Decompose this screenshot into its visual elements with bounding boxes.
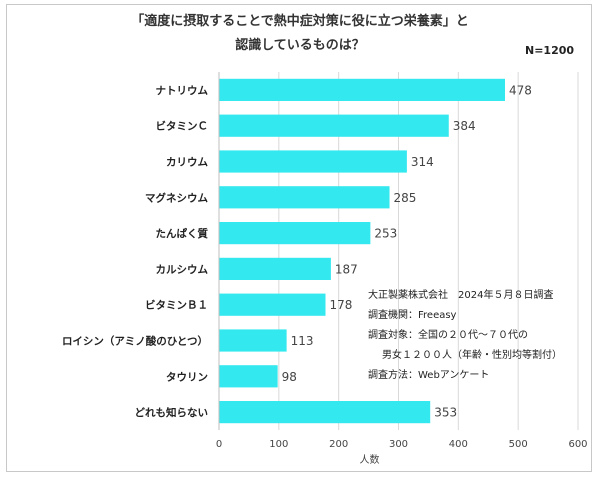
- bar-5: [219, 257, 331, 280]
- category-label: タウリン: [166, 371, 208, 383]
- bar-0: [219, 78, 506, 101]
- data-label: 314: [411, 155, 434, 169]
- data-label: 98: [282, 370, 297, 384]
- data-label: 253: [374, 227, 397, 241]
- source-line-agency: 調査機関：Freeasy: [368, 310, 457, 321]
- x-tick-label: 500: [509, 439, 528, 450]
- category-label: ビタミンＣ: [156, 120, 209, 133]
- bar-3: [219, 186, 390, 209]
- category-label: ロイシン（アミノ酸のひとつ）: [62, 335, 208, 348]
- category-label: どれも知らない: [135, 406, 209, 419]
- source-line-target: 調査対象：全国の２０代〜７０代の: [368, 330, 528, 341]
- bar-1: [219, 114, 449, 137]
- chart-title-line-2: 認識しているものは？: [235, 38, 365, 53]
- x-tick-label: 300: [389, 439, 408, 450]
- data-label: 353: [434, 406, 457, 420]
- category-label: たんぱく質: [156, 227, 209, 240]
- source-note: 大正製薬株式会社 2024年５月８日調査 調査機関：Freeasy 調査対象：全…: [368, 286, 562, 386]
- category-label: ビタミンＢ１: [145, 299, 208, 312]
- bar-6: [219, 293, 326, 316]
- category-label: マグネシウム: [145, 191, 208, 204]
- bar-7: [219, 329, 287, 352]
- data-label: 113: [291, 334, 314, 348]
- bar-9: [219, 401, 431, 424]
- category-label: カルシウム: [156, 264, 209, 276]
- chart-title-line-1: 「適度に摂取することで熱中症対策に役に立つ栄養素」と: [131, 14, 469, 29]
- x-axis-label: 人数: [360, 453, 380, 466]
- category-label: ナトリウム: [156, 85, 209, 97]
- source-line-method: 調査方法：Webアンケート: [368, 370, 490, 381]
- x-tick-label: 0: [216, 439, 222, 450]
- data-label: 178: [330, 298, 353, 312]
- axis-layer: 0 100 200 300 400 500 600 人数: [216, 72, 588, 466]
- data-label: 285: [394, 191, 417, 205]
- bar-2: [219, 150, 407, 173]
- bar-8: [219, 365, 278, 388]
- source-line-company: 大正製薬株式会社 2024年５月８日調査: [368, 290, 554, 301]
- source-line-target-detail: 男女１２００人（年齢・性別均等割付）: [382, 350, 562, 361]
- sample-size-label: N=1200: [525, 44, 575, 57]
- label-layer: 478 ナトリウム 384 ビタミンＣ 314 カリウム 285 マグネシウム 253 たんぱく質…: [62, 83, 532, 419]
- x-tick-label: 100: [269, 439, 288, 450]
- chart-title: 「適度に摂取することで熱中症対策に役に立つ栄養素」と 認識しているものは？: [0, 10, 600, 58]
- bar-4: [219, 222, 371, 245]
- bar-layer: [219, 78, 506, 424]
- data-label: 384: [453, 119, 476, 133]
- x-tick-label: 400: [449, 439, 468, 450]
- x-tick-label: 600: [568, 439, 587, 450]
- category-label: カリウム: [166, 157, 208, 169]
- data-label: 187: [335, 262, 358, 276]
- x-tick-label: 200: [329, 439, 348, 450]
- data-label: 478: [509, 83, 532, 97]
